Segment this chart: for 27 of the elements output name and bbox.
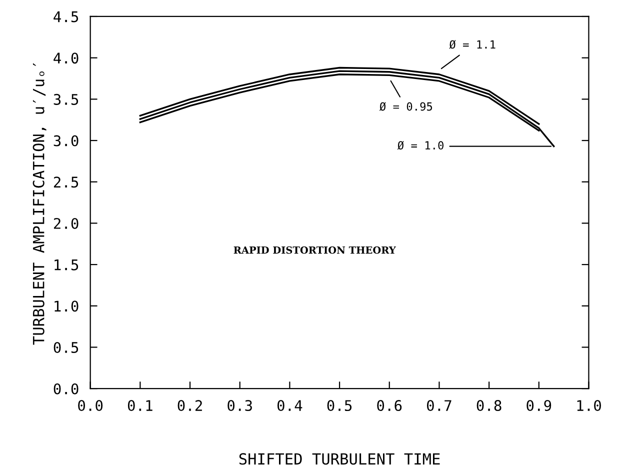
x-tick-label: 0.9 xyxy=(526,400,552,412)
y-tick-label: 4.0 xyxy=(54,52,78,64)
x-tick-label: 1.0 xyxy=(577,400,601,412)
y-tick-label: 4.5 xyxy=(54,11,78,22)
x-tick-label: 0.8 xyxy=(476,400,502,412)
x-tick-label: 0.0 xyxy=(78,400,103,412)
y-tick-label: 1.0 xyxy=(54,300,78,312)
y-tick-label: 0.5 xyxy=(54,342,78,354)
x-tick-label: 0.3 xyxy=(228,400,252,412)
x-tick-label: 0.7 xyxy=(426,400,452,412)
x-tick-label: 0.2 xyxy=(178,400,202,412)
x-tick-label: 0.6 xyxy=(377,400,402,412)
y-tick-label: 3.5 xyxy=(54,94,78,105)
annotation: Ø = 1.1 xyxy=(449,40,496,49)
annotation: RAPID DISTORTION THEORY xyxy=(234,246,396,254)
x-tick-label: 0.1 xyxy=(128,400,152,412)
y-tick-label: 3.0 xyxy=(54,135,78,146)
y-axis-title: TURBULENT AMPLIFICATION, u′/uₒ′ xyxy=(32,63,46,345)
x-axis-title: SHIFTED TURBULENT TIME xyxy=(239,453,440,465)
x-tick-label: 0.4 xyxy=(277,400,302,412)
y-tick-label: 0.0 xyxy=(54,383,78,394)
y-tick-label: 1.5 xyxy=(54,259,78,270)
y-tick-label: 2.0 xyxy=(54,218,78,229)
annotation: Ø = 0.95 xyxy=(379,102,432,111)
y-tick-label: 2.5 xyxy=(54,176,78,188)
annotation: Ø = 1.0 xyxy=(397,140,444,150)
x-tick-label: 0.5 xyxy=(327,400,352,412)
